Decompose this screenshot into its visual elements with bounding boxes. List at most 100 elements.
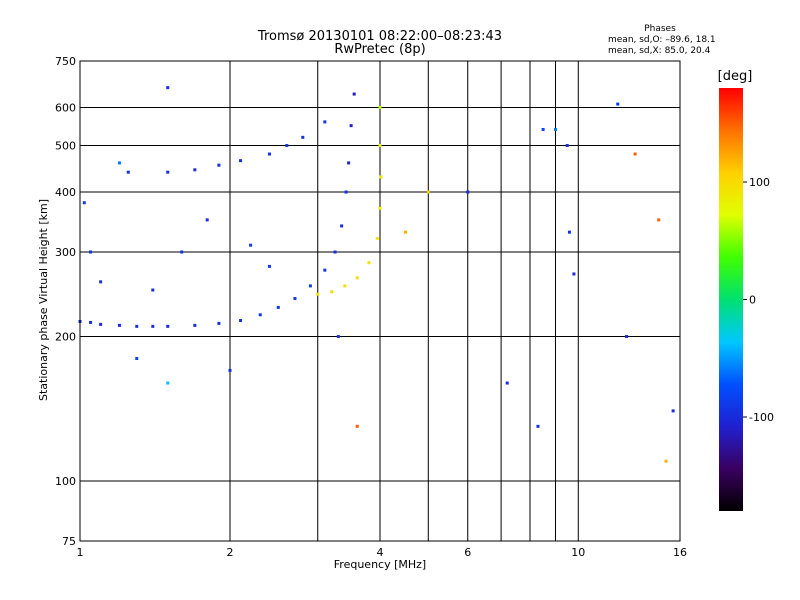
echo-point xyxy=(205,218,209,222)
echo-point xyxy=(135,324,139,328)
echo-point xyxy=(355,424,359,428)
echo-point xyxy=(217,321,221,325)
x-tick-label: 16 xyxy=(673,546,687,559)
echo-point xyxy=(671,409,675,413)
echo-point xyxy=(323,268,327,272)
colorbar-tick-label: 100 xyxy=(749,176,770,189)
x-tick-label: 4 xyxy=(377,546,384,559)
echo-point xyxy=(117,161,121,165)
x-tick-label: 1 xyxy=(77,546,84,559)
echo-point xyxy=(403,230,407,234)
echo-point xyxy=(239,318,243,322)
colorbar-tick-label: 0 xyxy=(749,294,756,307)
grid-lines xyxy=(80,61,680,541)
echo-point xyxy=(344,190,348,194)
echo-point xyxy=(285,144,289,148)
echo-point xyxy=(89,320,93,324)
plot-frame xyxy=(79,60,681,542)
chart-title: Tromsø 20130101 08:22:00–08:23:43 xyxy=(257,29,502,44)
echo-point xyxy=(126,170,130,174)
echo-point xyxy=(82,201,86,205)
echo-point xyxy=(89,250,93,254)
echo-point xyxy=(340,224,344,228)
echo-point xyxy=(378,106,382,110)
echo-point xyxy=(228,368,232,372)
echo-point xyxy=(541,127,545,131)
echo-point xyxy=(633,152,637,156)
echo-point xyxy=(378,206,382,210)
y-tick-label: 75 xyxy=(62,535,76,548)
echo-point xyxy=(536,424,540,428)
y-tick-label: 400 xyxy=(55,186,76,199)
echo-point xyxy=(166,381,170,385)
y-axis-ticks: 75 100 200 300 400 500 600 750 xyxy=(55,55,76,548)
echo-point xyxy=(151,324,155,328)
echo-point xyxy=(466,190,470,194)
echo-point xyxy=(565,144,569,148)
echo-point xyxy=(352,92,356,96)
colorbar-label: [deg] xyxy=(718,69,753,84)
echo-point xyxy=(166,86,170,90)
echo-point xyxy=(293,297,297,301)
echo-point xyxy=(239,159,243,163)
echo-point xyxy=(308,284,312,288)
echo-point xyxy=(355,276,359,280)
echo-point xyxy=(316,292,320,296)
echo-point xyxy=(333,250,337,254)
echo-point xyxy=(135,356,139,360)
echo-point xyxy=(505,381,509,385)
echo-point xyxy=(349,124,353,128)
echo-point xyxy=(99,322,103,326)
echo-point xyxy=(267,264,271,268)
colorbar xyxy=(719,88,743,511)
y-tick-label: 100 xyxy=(55,475,76,488)
echo-point xyxy=(249,243,253,247)
echo-point xyxy=(323,120,327,124)
echo-point xyxy=(193,168,197,172)
x-tick-label: 10 xyxy=(571,546,585,559)
echo-point xyxy=(217,163,221,167)
echo-point xyxy=(180,250,184,254)
phase-annotation-heading: Phases xyxy=(644,24,676,34)
echo-point xyxy=(151,288,155,292)
echo-point xyxy=(117,323,121,327)
phase-annotation-x: mean, sd,X: 85.0, 20.4 xyxy=(608,46,711,56)
echo-point xyxy=(375,237,379,241)
echo-point xyxy=(567,230,571,234)
echo-points xyxy=(78,86,675,463)
echo-point xyxy=(657,218,661,222)
y-tick-label: 500 xyxy=(55,140,76,153)
echo-point xyxy=(378,144,382,148)
x-tick-label: 6 xyxy=(464,546,471,559)
echo-point xyxy=(553,127,557,131)
echo-point xyxy=(347,161,351,165)
echo-point xyxy=(330,290,334,294)
x-tick-label: 2 xyxy=(227,546,234,559)
y-tick-label: 750 xyxy=(55,55,76,68)
x-axis-ticks: 1 2 4 6 10 16 xyxy=(77,546,688,559)
y-tick-label: 300 xyxy=(55,246,76,259)
colorbar-ticks: 100 0 -100 xyxy=(743,176,774,424)
echo-point xyxy=(166,324,170,328)
echo-point xyxy=(193,323,197,327)
echo-point xyxy=(616,102,620,106)
echo-point xyxy=(276,305,280,309)
chart-subtitle: RwPretec (8p) xyxy=(334,42,425,57)
echo-point xyxy=(301,135,305,139)
echo-point xyxy=(343,284,347,288)
x-axis-label: Frequency [MHz] xyxy=(334,558,426,571)
echo-point xyxy=(258,313,262,317)
echo-point xyxy=(99,280,103,284)
echo-point xyxy=(625,335,629,339)
echo-point xyxy=(426,190,430,194)
echo-point xyxy=(166,170,170,174)
echo-point xyxy=(267,152,271,156)
echo-point xyxy=(664,459,668,463)
echo-point xyxy=(379,175,383,179)
phase-annotation-o: mean, sd,O: –89.6, 18.1 xyxy=(608,35,716,45)
y-tick-label: 200 xyxy=(55,331,76,344)
echo-point xyxy=(336,335,340,339)
y-axis-label: Stationary phase Virtual Height [km] xyxy=(37,199,50,401)
echo-point xyxy=(572,272,576,276)
